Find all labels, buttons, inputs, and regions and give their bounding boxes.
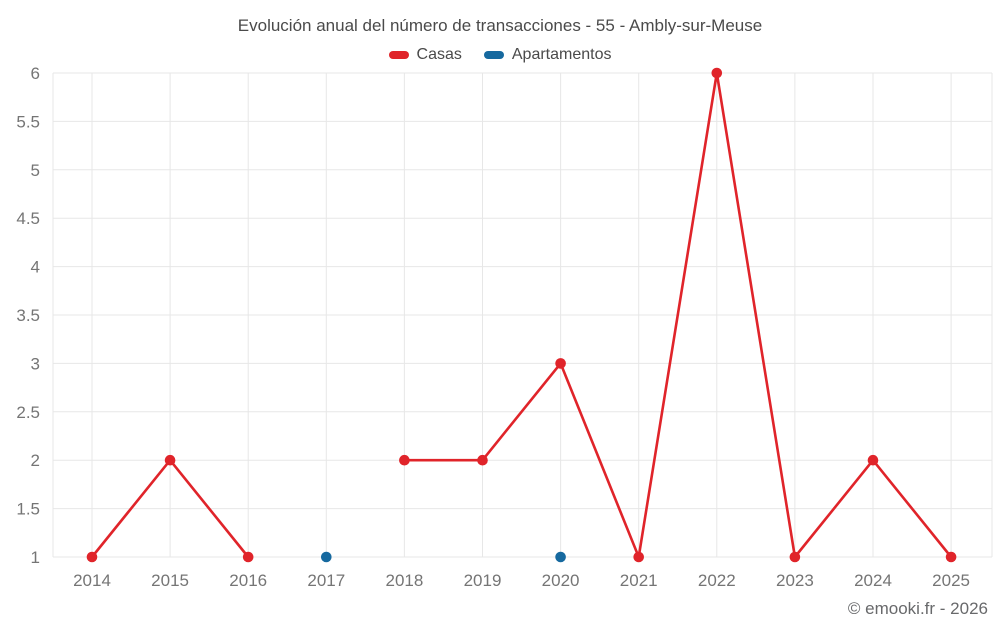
data-point[interactable] <box>86 551 98 563</box>
data-point[interactable] <box>242 551 254 563</box>
data-point[interactable] <box>477 454 488 466</box>
data-point[interactable] <box>945 551 957 563</box>
x-axis-tick-label: 2023 <box>776 571 814 590</box>
data-point[interactable] <box>555 551 566 563</box>
data-point[interactable] <box>399 454 410 466</box>
legend-item-casas[interactable]: Casas <box>388 46 462 64</box>
y-axis-tick-label: 2.5 <box>16 403 40 422</box>
x-axis-tick-label: 2019 <box>464 571 502 590</box>
x-axis-tick-label: 2020 <box>542 571 580 590</box>
data-point[interactable] <box>867 454 879 466</box>
legend: Casas Apartamentos <box>0 46 1000 64</box>
x-axis-tick-label: 2014 <box>73 571 111 590</box>
series-line <box>403 71 953 559</box>
footer-credit: © emooki.fr - 2026 <box>847 599 988 618</box>
x-axis-tick-label: 2017 <box>307 571 345 590</box>
x-axis-tick-label: 2024 <box>854 571 892 590</box>
y-axis-tick-label: 5 <box>31 161 40 180</box>
x-axis-tick-label: 2018 <box>385 571 423 590</box>
casas-swatch-icon <box>388 51 409 59</box>
y-axis-tick-label: 1.5 <box>16 500 40 519</box>
x-axis-tick-label: 2015 <box>151 571 189 590</box>
y-axis-tick-label: 4 <box>31 258 40 277</box>
legend-label-casas: Casas <box>416 46 462 63</box>
x-axis-tick-label: 2022 <box>698 571 736 590</box>
data-point[interactable] <box>164 454 176 466</box>
x-axis-tick-label: 2025 <box>932 571 970 590</box>
apartamentos-swatch-icon <box>483 51 504 59</box>
y-axis-tick-label: 4.5 <box>16 209 40 228</box>
x-axis-tick-label: 2021 <box>620 571 658 590</box>
y-axis-tick-label: 3.5 <box>16 306 40 325</box>
y-axis-tick-label: 6 <box>31 64 40 83</box>
y-axis-tick-label: 2 <box>31 451 40 470</box>
data-point[interactable] <box>711 67 723 79</box>
chart-title: Evolución anual del número de transaccio… <box>237 16 763 35</box>
y-axis-tick-label: 1 <box>31 548 40 567</box>
data-point[interactable] <box>633 551 644 563</box>
x-axis-tick-label: 2016 <box>229 571 267 590</box>
legend-item-apartamentos[interactable]: Apartamentos <box>483 46 612 64</box>
data-point[interactable] <box>321 551 332 563</box>
data-point[interactable] <box>555 358 566 369</box>
legend-label-apartamentos: Apartamentos <box>511 46 612 63</box>
y-axis-tick-label: 5.5 <box>16 112 40 131</box>
y-axis-tick-label: 3 <box>31 354 40 373</box>
data-point[interactable] <box>789 551 801 563</box>
